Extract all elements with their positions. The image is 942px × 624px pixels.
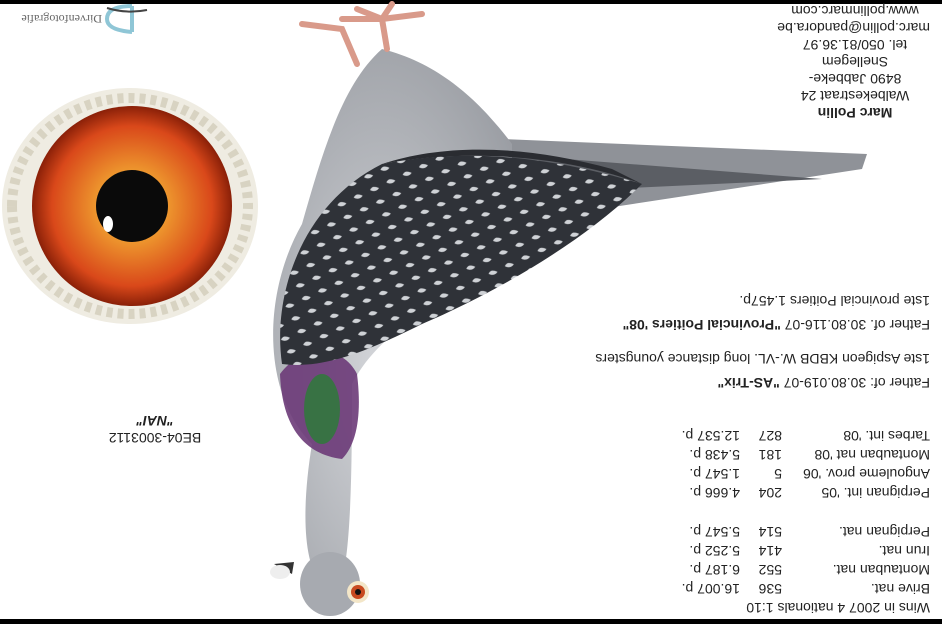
result-place: 536 xyxy=(758,581,782,597)
result-place: 414 xyxy=(758,543,782,559)
offspring-line-3: Father of. 30.80.116-07 "Provincial Poit… xyxy=(622,317,930,333)
result-race: Montauban nat '08 xyxy=(814,447,930,463)
pupil xyxy=(96,170,168,242)
contact-city: 8490 Jabbeke-Snellegem xyxy=(808,54,902,87)
pigeon-wing xyxy=(280,155,642,365)
contact-name: Marc Pollin xyxy=(817,105,893,121)
result-birds: 12.537 p. xyxy=(681,428,740,444)
result-birds: 5.547 p. xyxy=(689,524,740,540)
result-race: Irun nat. xyxy=(878,543,930,559)
results-heading: Wins in 2007 4 nationals 1:10 xyxy=(746,600,930,616)
pigeon-name: "NAI" xyxy=(136,413,174,429)
contact-street: Walbekestraat 24 xyxy=(800,88,910,104)
contact-email: marc.pollin@pandora.be xyxy=(777,20,930,36)
contact-tel: tel. 050/81.36.97 xyxy=(802,37,908,53)
result-place: 552 xyxy=(758,562,782,578)
result-birds: 16.007 p. xyxy=(681,581,740,597)
result-place: 514 xyxy=(758,524,782,540)
result-place: 181 xyxy=(758,447,782,463)
result-birds: 5.252 p. xyxy=(689,543,740,559)
pigeon-id: BE04-3003112 "NAI" xyxy=(90,412,220,446)
result-race: Perpignan nat. xyxy=(838,524,930,540)
result-place: 204 xyxy=(758,485,782,501)
result-place: 827 xyxy=(758,428,782,444)
result-race: Montauban nat. xyxy=(832,562,930,578)
result-birds: 4.666 p. xyxy=(689,485,740,501)
eye-closeup xyxy=(2,88,258,324)
result-race: Tarbes int. '08 xyxy=(843,428,930,444)
result-race: Perpignan int. '05 xyxy=(821,485,930,501)
offspring-line-2: 1ste Aspigeon KBDB W.-VL. long distance … xyxy=(595,351,930,367)
ring-number: BE04-3003112 xyxy=(108,430,202,446)
offspring-line-4: 1ste provincial Poitiers 1.457p. xyxy=(739,293,930,309)
result-race: Angouleme prov. '06 xyxy=(803,466,930,482)
result-place: 5 xyxy=(774,466,782,482)
contact-block: Marc Pollin Walbekestraat 24 8490 Jabbek… xyxy=(777,2,930,121)
offspring-line-1: Father of: 30.80.019-07 "AS-Trix" xyxy=(717,375,930,391)
result-birds: 6.187 p. xyxy=(689,562,740,578)
result-race: Brive nat. xyxy=(870,581,930,597)
logo-text: Dirvenfotografie xyxy=(21,12,102,26)
photographer-logo: Dirvenfotografie xyxy=(2,0,152,40)
pigeon-head xyxy=(300,552,360,616)
result-birds: 5.438 p. xyxy=(689,447,740,463)
result-birds: 1.547 p. xyxy=(689,466,740,482)
contact-web: www.pollinmarc.com xyxy=(791,3,919,19)
pigeon-feet xyxy=(299,1,425,67)
